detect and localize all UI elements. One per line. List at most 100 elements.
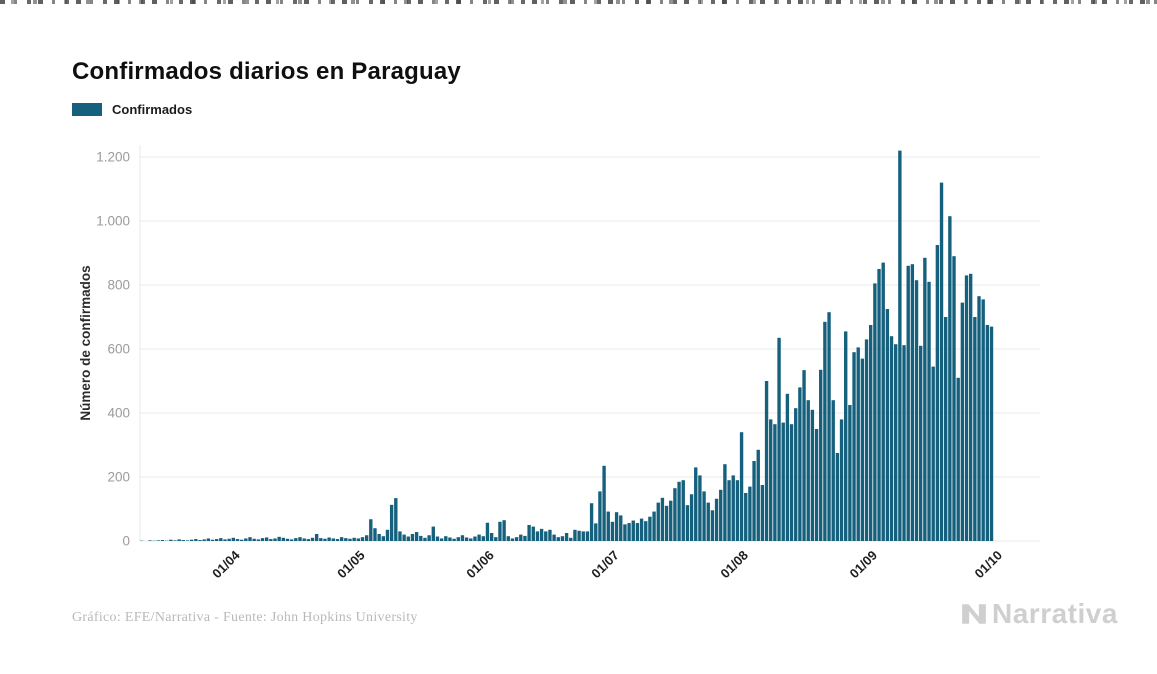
bar[interactable] [414,532,419,541]
bar[interactable] [235,539,240,541]
bar[interactable] [869,325,873,541]
bar[interactable] [777,337,781,541]
bar[interactable] [256,539,261,541]
bar[interactable] [894,344,898,541]
bar[interactable] [573,529,577,541]
bar[interactable] [731,475,735,541]
bar[interactable] [356,538,360,541]
bar[interactable] [194,539,198,541]
bar[interactable] [969,273,973,541]
bar[interactable] [844,331,848,541]
bar[interactable] [181,540,186,541]
bar[interactable] [873,283,877,541]
bar[interactable] [419,535,423,541]
bar[interactable] [598,491,602,541]
bar[interactable] [156,540,161,541]
bar[interactable] [610,521,615,541]
bar[interactable] [956,377,960,541]
bar[interactable] [219,538,223,541]
bar[interactable] [910,264,915,541]
bar[interactable] [527,525,531,541]
bar[interactable] [252,538,256,541]
bar[interactable] [460,535,465,541]
bar[interactable] [619,515,623,541]
bar[interactable] [169,539,173,541]
bar[interactable] [339,537,344,541]
bar[interactable] [198,540,202,541]
bar[interactable] [939,182,944,541]
bar[interactable] [360,537,365,541]
bar[interactable] [923,257,927,541]
bar[interactable] [394,498,398,541]
bar[interactable] [719,489,723,541]
bar[interactable] [481,536,485,541]
bar[interactable] [435,536,440,541]
bar[interactable] [948,216,952,541]
bar[interactable] [806,400,810,541]
bar[interactable] [631,520,635,541]
bar[interactable] [239,539,244,541]
bar[interactable] [744,493,748,541]
bar[interactable] [448,537,452,541]
bar[interactable] [752,461,756,541]
bar[interactable] [510,538,515,541]
bar[interactable] [402,534,406,541]
bar[interactable] [702,491,706,541]
bar[interactable] [464,537,469,541]
bar[interactable] [898,150,902,541]
bar[interactable] [927,281,931,541]
bar[interactable] [506,536,510,541]
bar[interactable] [560,536,565,541]
bar[interactable] [823,321,827,541]
bar[interactable] [864,339,869,541]
bar[interactable] [564,533,569,541]
bar[interactable] [469,538,473,541]
bar[interactable] [798,387,802,541]
bar[interactable] [148,540,152,541]
bar[interactable] [681,480,685,541]
bar[interactable] [494,537,498,541]
bar[interactable] [902,345,906,541]
bar[interactable] [885,309,890,541]
bar[interactable] [523,535,527,541]
bar[interactable] [302,538,306,541]
bar[interactable] [289,539,294,541]
bar[interactable] [410,533,415,541]
bar[interactable] [477,534,481,541]
bar[interactable] [227,538,231,541]
bar[interactable] [310,537,315,541]
bar[interactable] [294,538,298,541]
bar[interactable] [723,464,727,541]
bar[interactable] [977,296,981,541]
bar[interactable] [331,538,335,541]
bar[interactable] [685,505,690,541]
bar[interactable] [919,345,923,541]
bar[interactable] [794,408,798,541]
bar[interactable] [614,512,619,541]
bar[interactable] [781,422,785,541]
bar[interactable] [839,419,844,541]
bar[interactable] [373,528,377,541]
bar[interactable] [210,539,215,541]
bar[interactable] [819,369,823,541]
bar[interactable] [514,537,519,541]
bar[interactable] [623,524,627,541]
bar[interactable] [473,536,477,541]
bar[interactable] [773,424,777,541]
bar[interactable] [381,536,385,541]
bar[interactable] [581,531,585,541]
bar[interactable] [835,453,840,541]
bar[interactable] [281,537,286,541]
bar[interactable] [269,539,273,541]
bar[interactable] [960,302,965,541]
bar[interactable] [231,537,236,541]
bar[interactable] [319,538,323,541]
bar[interactable] [335,539,340,541]
bar[interactable] [802,370,806,541]
bar[interactable] [377,533,381,541]
bar[interactable] [535,531,540,541]
bar[interactable] [739,432,744,541]
bar[interactable] [689,494,694,541]
bar[interactable] [452,538,456,541]
bar[interactable] [848,405,852,541]
